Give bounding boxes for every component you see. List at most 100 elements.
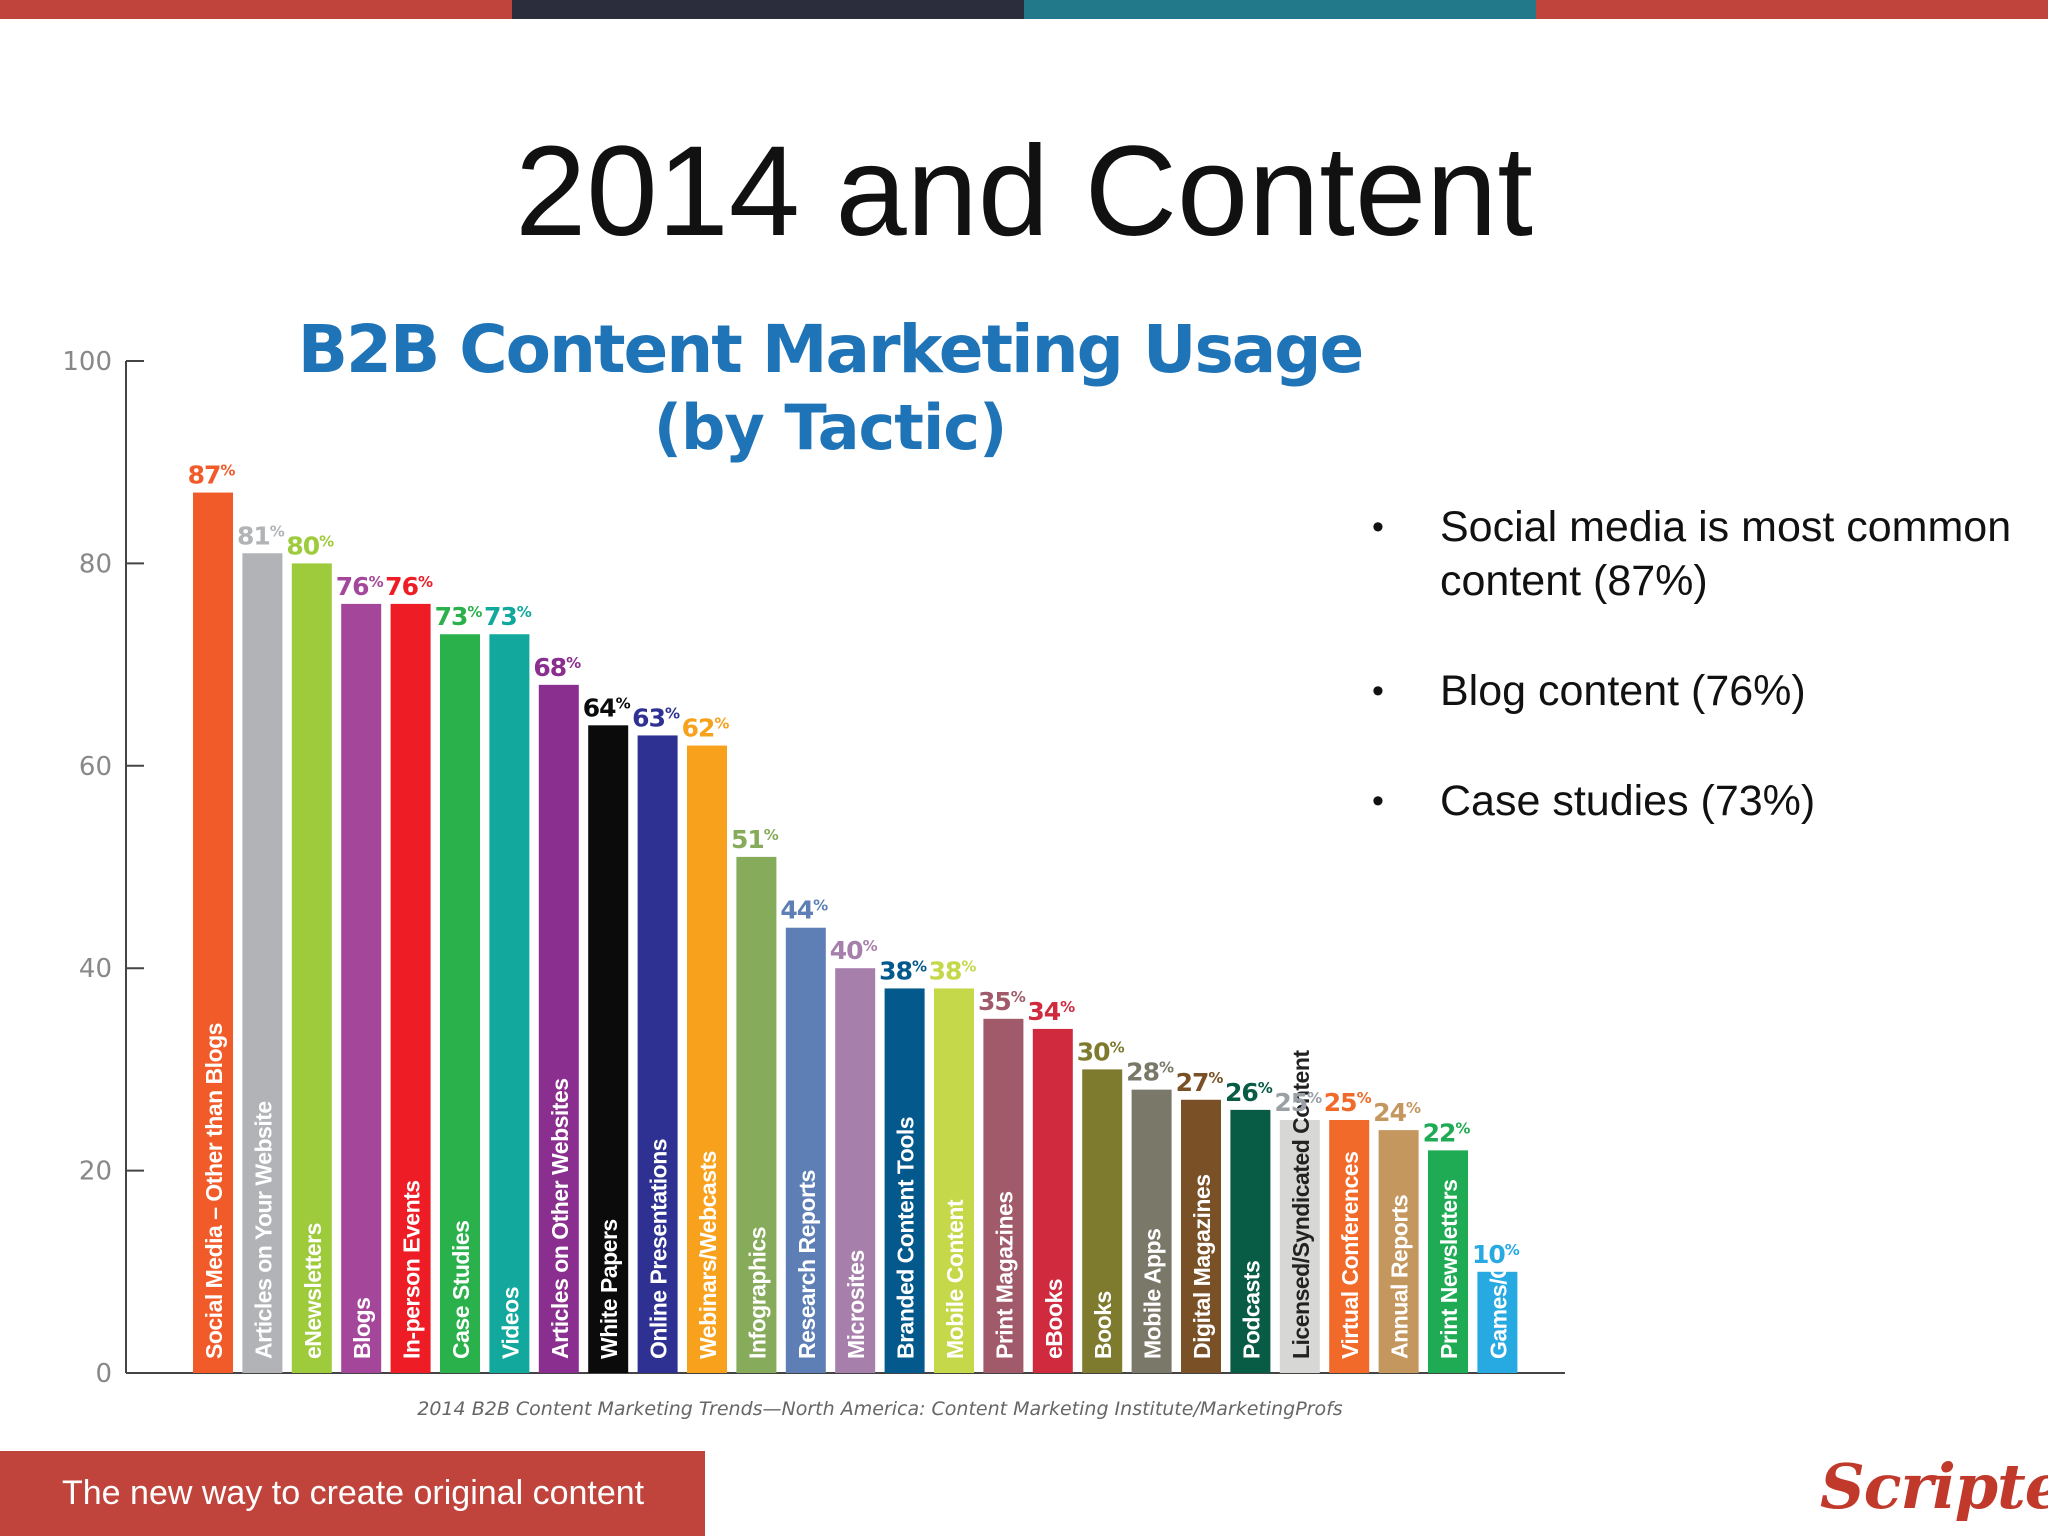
bullet-text: Social media is most common content (87%… [1440,503,2012,605]
category-label: Games/Gamification [1485,1146,1511,1359]
category-label: Webinars/Webcasts [695,1151,721,1359]
bar [736,856,777,1373]
data-label: 64% [583,693,631,722]
bullet-item: • Blog content (76%) [1372,664,2012,718]
data-label: 30% [1077,1037,1125,1066]
data-label: 62% [682,714,730,743]
chart-title: B2B Content Marketing Usage [297,311,1365,388]
bar [1181,1099,1221,1373]
bullet-list: • Social media is most common content (87… [1372,500,2012,884]
y-tick-label: 20 [79,1157,112,1187]
bar [785,927,826,1373]
chart-subtitle: (by Tactic) [653,391,1008,464]
data-label: 73% [484,602,532,631]
bullet-item: • Social media is most common content (87… [1372,500,2012,608]
top-bar-segment-2 [512,0,1024,19]
data-label: 44% [780,896,828,925]
category-label: White Papers [596,1219,622,1359]
category-label: Blogs [349,1298,375,1359]
y-tick-label: 0 [95,1359,112,1389]
category-label: Podcasts [1238,1261,1264,1359]
data-label: 81% [237,521,285,550]
bar [440,634,480,1373]
bullet-dot-icon: • [1372,672,1384,710]
bullet-text: Case studies (73%) [1440,777,1816,825]
y-tick-label: 80 [79,549,112,579]
top-bar-segment-1 [0,0,512,19]
slide-title: 2014 and Content [515,120,1533,263]
data-label: 27% [1176,1068,1224,1097]
y-tick-label: 100 [62,347,112,377]
bar [1230,1109,1271,1373]
category-label: eNewsletters [300,1223,326,1359]
top-bar-segment-3 [1024,0,1536,19]
data-label: 80% [286,531,334,560]
data-label: 76% [336,572,384,601]
bar [1082,1069,1123,1373]
bar [1131,1089,1172,1373]
data-label: 34% [1027,997,1075,1026]
bar [637,735,678,1373]
bar [588,725,629,1373]
bar [934,988,974,1373]
category-label: Microsites [843,1250,869,1359]
category-label: Annual Reports [1387,1195,1413,1359]
category-label: Print Newsletters [1436,1180,1462,1359]
data-label: 63% [632,703,680,732]
category-label: Licensed/Syndicated Content [1288,1050,1314,1359]
category-label: In-person Events [399,1180,425,1359]
bar [242,553,283,1373]
bar [1428,1150,1468,1373]
data-label: 38% [879,956,927,985]
bar [390,603,431,1373]
category-label: Books [1090,1291,1116,1359]
data-label: 26% [1225,1078,1273,1107]
data-label: 25% [1274,1088,1322,1117]
category-label: Infographics [744,1227,770,1359]
bar [489,634,530,1373]
category-label: Videos [497,1287,523,1359]
y-tick-label: 40 [79,954,112,984]
category-label: Case Studies [448,1221,474,1359]
chart-source-note: 2014 B2B Content Marketing Trends—North … [417,1398,1343,1420]
category-label: Mobile Content [942,1199,968,1359]
bullet-item: • Case studies (73%) [1372,774,2012,828]
bullet-dot-icon: • [1372,508,1384,546]
category-label: Virtual Conferences [1337,1152,1363,1359]
bullet-dot-icon: • [1372,782,1384,820]
category-label: eBooks [1041,1279,1067,1359]
brand-logo: Scripted [1820,1450,2048,1523]
data-label: 87% [188,461,236,490]
data-label: 22% [1423,1118,1471,1147]
data-label: 38% [929,956,977,985]
top-bar-segment-4 [1536,0,2048,19]
bar [193,492,233,1373]
data-label: 68% [533,653,581,682]
category-label: Articles on Your Website [250,1101,276,1359]
data-label: 51% [731,825,779,854]
bar [983,1018,1024,1373]
bar [341,603,382,1373]
category-label: Print Magazines [991,1191,1017,1359]
category-label: Research Reports [794,1170,820,1359]
category-label: Online Presentations [646,1139,672,1359]
bar [538,684,579,1373]
category-label: Digital Magazines [1189,1175,1215,1359]
bar [1477,1271,1518,1373]
bar [1032,1028,1073,1373]
y-tick-label: 60 [79,752,112,782]
data-label: 25% [1324,1088,1372,1117]
data-label: 28% [1126,1058,1174,1087]
data-label: 24% [1373,1098,1421,1127]
data-label: 73% [435,602,483,631]
bar [1329,1120,1370,1373]
bar [1378,1130,1419,1373]
bar [687,745,727,1373]
footer-tagline-bar: The new way to create original content [0,1451,705,1536]
category-label: Social Media – Other than Blogs [201,1023,227,1359]
data-label: 35% [978,987,1026,1016]
data-label: 40% [830,936,878,965]
category-label: Mobile Apps [1140,1229,1166,1359]
bar [1279,1120,1320,1373]
